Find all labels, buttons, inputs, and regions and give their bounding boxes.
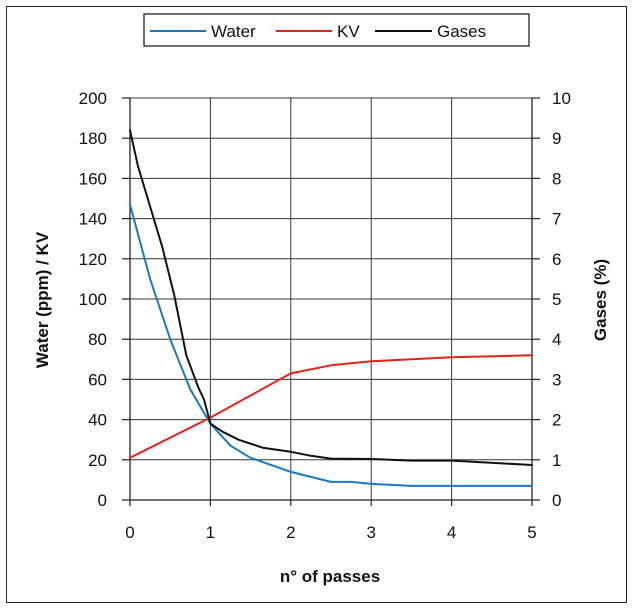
x-tick-label: 0 <box>125 523 134 542</box>
y-left-tick-label: 180 <box>79 129 107 148</box>
x-axis-title: n° of passes <box>280 567 380 586</box>
series-line-gases <box>129 129 533 466</box>
y-right-tick-label: 2 <box>552 411 561 430</box>
series-line-kv <box>129 354 533 459</box>
series-line-water <box>129 203 533 487</box>
x-tick-label: 5 <box>527 523 536 542</box>
y-left-tick-label: 60 <box>88 370 107 389</box>
y-right-tick-label: 9 <box>552 129 561 148</box>
y-right-tick-label: 7 <box>552 210 561 229</box>
y-left-tick-label: 40 <box>88 411 107 430</box>
y-right-tick-label: 8 <box>552 169 561 188</box>
x-tick-label: 2 <box>286 523 295 542</box>
y-right-tick-label: 1 <box>552 451 561 470</box>
y-left-tick-label: 200 <box>79 89 107 108</box>
y-left-tick-label: 100 <box>79 290 107 309</box>
legend-label-gases: Gases <box>437 22 486 41</box>
legend-label-kv: KV <box>337 22 360 41</box>
gridlines <box>130 97 532 500</box>
legend-label-water: Water <box>211 22 256 41</box>
legend-box <box>143 13 530 47</box>
y-right-axis-title: Gases (%) <box>591 259 610 341</box>
y-right-tick-label: 6 <box>552 250 561 269</box>
x-tick-label: 1 <box>206 523 215 542</box>
y-left-tick-label: 80 <box>88 330 107 349</box>
x-tick-label: 3 <box>366 523 375 542</box>
y-left-tick-label: 120 <box>79 250 107 269</box>
y-right-tick-label: 0 <box>552 491 561 510</box>
legend: Water KV Gases <box>143 13 530 47</box>
y-right-tick-label: 3 <box>552 370 561 389</box>
tick-labels: 0 1 2 3 4 50204060801001201401601802000123456… <box>79 89 571 542</box>
series-lines <box>129 129 533 487</box>
y-left-axis-title: Water (ppm) / KV <box>33 231 52 368</box>
y-left-tick-label: 0 <box>98 491 107 510</box>
x-tick-label: 4 <box>447 523 456 542</box>
chart-frame <box>6 6 627 603</box>
axes <box>122 97 540 506</box>
y-left-tick-label: 160 <box>79 169 107 188</box>
y-right-tick-label: 5 <box>552 290 561 309</box>
y-right-tick-label: 10 <box>552 89 571 108</box>
y-right-tick-label: 4 <box>552 330 561 349</box>
y-left-tick-label: 20 <box>88 451 107 470</box>
y-left-tick-label: 140 <box>79 210 107 229</box>
